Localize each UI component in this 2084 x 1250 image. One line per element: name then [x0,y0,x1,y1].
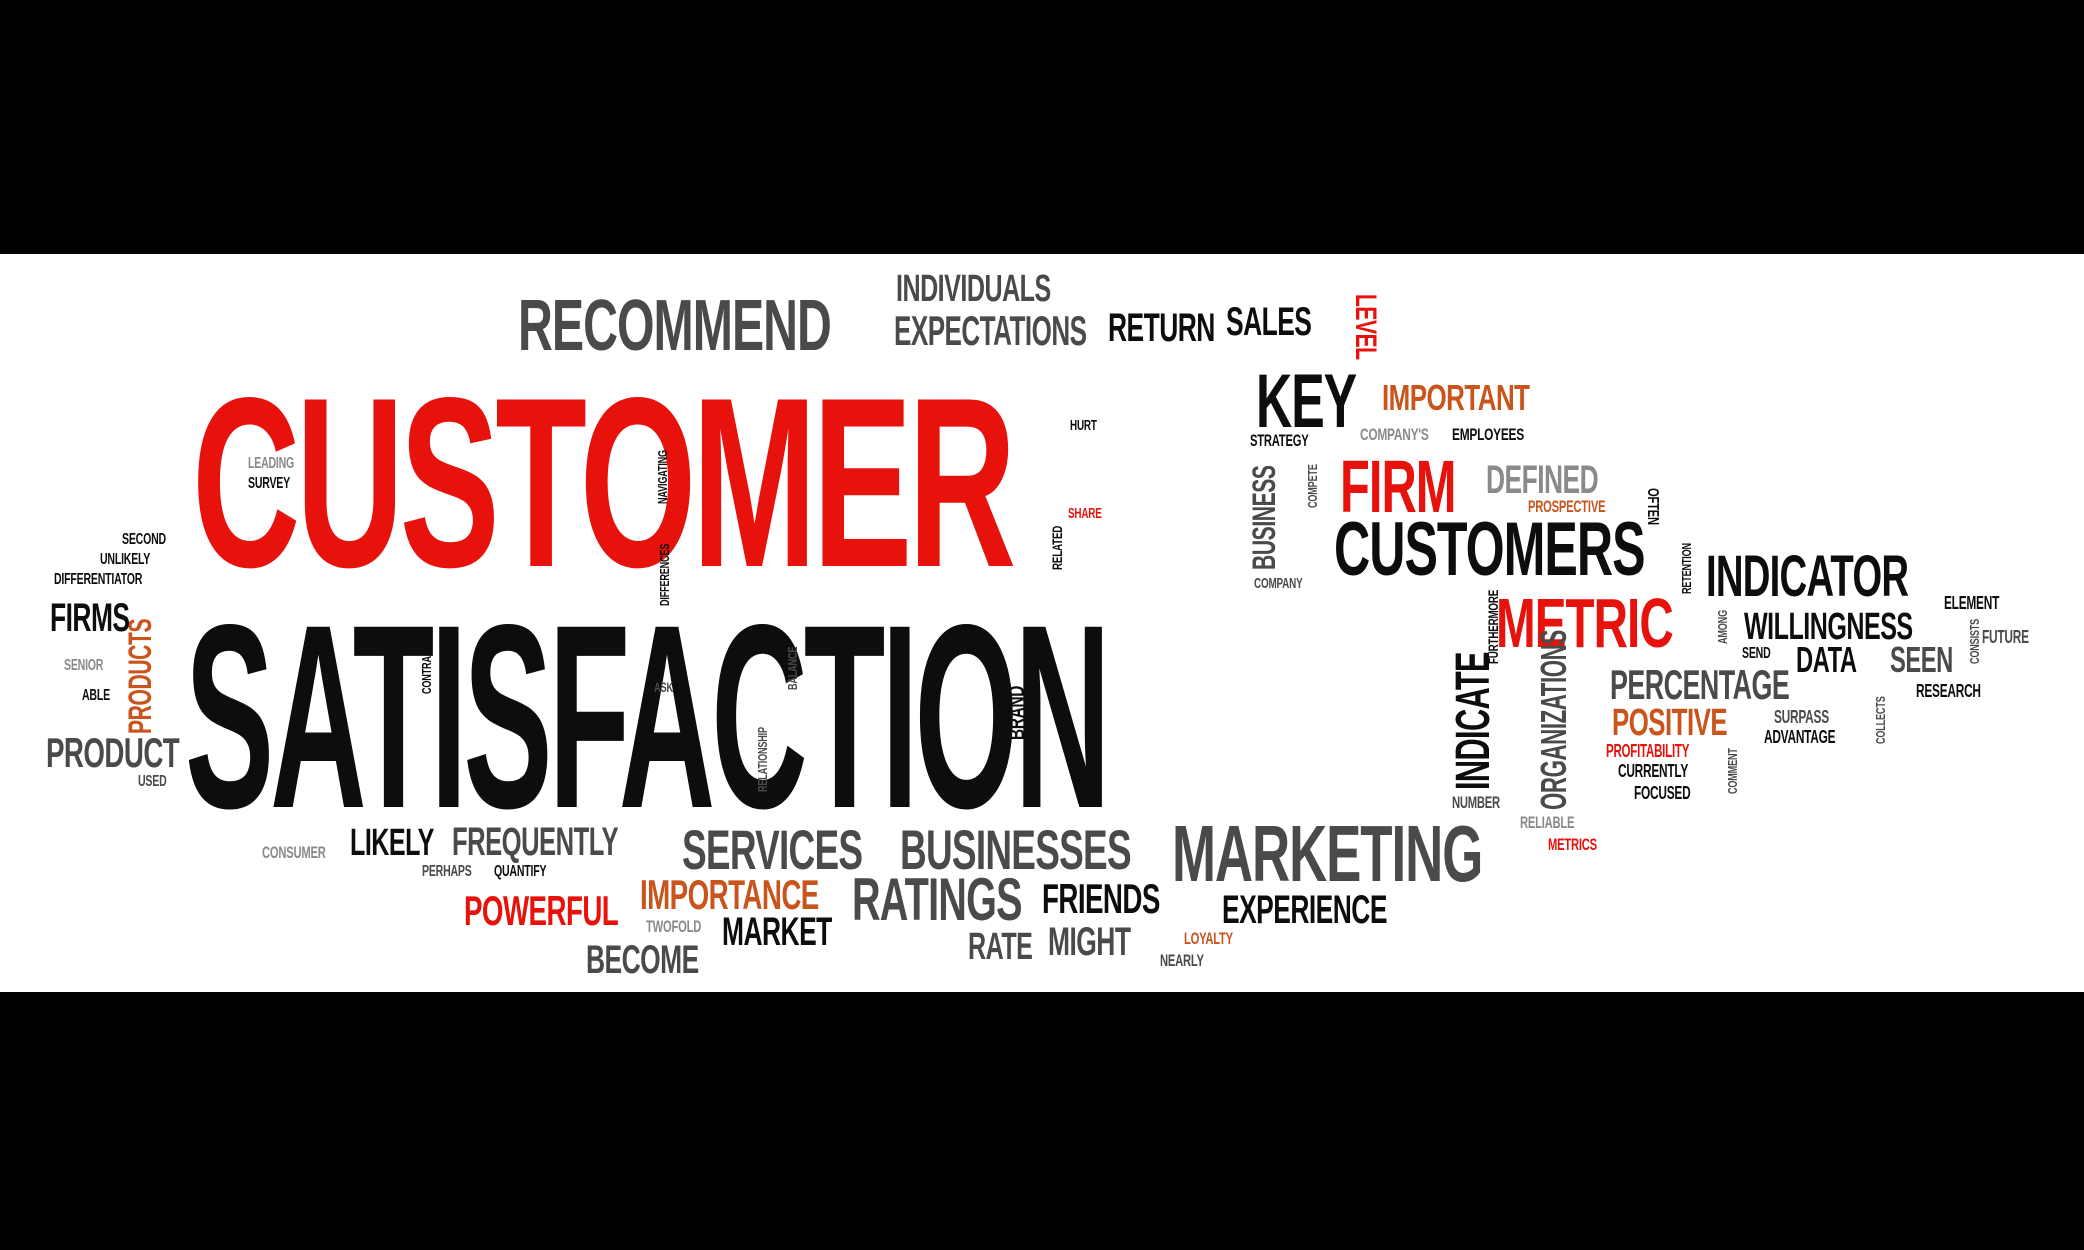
word-companys: COMPANY'S [1360,425,1429,444]
word-business: BUSINESS [1246,465,1282,570]
word-metric: METRIC [1496,584,1674,662]
word-hurt: HURT [1070,417,1097,434]
word-rate: RATE [968,926,1033,968]
word-differentiator: DIFFERENTIATOR [54,571,143,588]
word-sales: SALES [1226,300,1312,344]
word-return: RETURN [1108,306,1215,350]
word-furthermore: FURTHERMORE [1485,589,1501,664]
word-strategy: STRATEGY [1250,431,1309,450]
word-navigating: NAVIGATING [655,450,670,504]
word-consumer: CONSUMER [262,843,326,862]
word-key: KEY [1256,359,1357,444]
word-firm: FIRM [1340,445,1456,528]
word-satisfaction: SATISFACTION [185,570,1111,863]
word-organizations: ORGANIZATIONS [1533,630,1574,810]
word-loyalty: LOYALTY [1184,929,1233,948]
word-frequently: FREQUENTLY [452,820,619,864]
word-employees: EMPLOYEES [1452,425,1524,444]
word-individuals: INDIVIDUALS [896,268,1051,310]
word-might: MIGHT [1048,920,1131,964]
word-quantify: QUANTIFY [494,863,547,880]
word-able: ABLE [82,687,110,704]
word-powerful: POWERFUL [464,887,619,934]
word-cloud: CUSTOMER SATISFACTION RECOMMEND INDIVIDU… [0,254,2084,992]
word-willingness: WILLINGNESS [1744,606,1913,648]
word-become: BECOME [586,938,699,982]
word-survey: SURVEY [248,475,290,492]
word-customer: CUSTOMER [192,348,1016,618]
word-product: PRODUCT [46,729,180,776]
word-friends: FRIENDS [1042,875,1160,922]
word-unlikely: UNLIKELY [100,551,151,568]
word-surpass: SURPASS [1774,707,1829,727]
word-data: DATA [1796,639,1857,680]
word-twofold: TWOFOLD [646,917,702,936]
word-collects: COLLECTS [1873,696,1888,744]
word-likely: LIKELY [350,822,434,864]
word-metrics: METRICS [1548,835,1597,854]
word-experience: EXPERIENCE [1222,888,1387,932]
word-brand: BRAND [1004,685,1029,740]
word-share: SHARE [1068,505,1102,522]
word-percentage: PERCENTAGE [1610,661,1790,708]
word-nearly: NEARLY [1160,951,1204,970]
word-expectations: EXPECTATIONS [894,307,1087,354]
word-marketing: MARKETING [1172,809,1483,898]
word-number: NUMBER [1452,793,1500,812]
word-indicate: INDICATE [1447,652,1500,790]
word-reliable: RELIABLE [1520,813,1575,832]
word-send: SEND [1742,645,1771,662]
word-businesses: BUSINESSES [900,818,1132,881]
word-focused: FOCUSED [1634,783,1691,803]
word-often: OFTEN [1644,488,1661,525]
word-second: SECOND [122,531,166,548]
word-market: MARKET [722,910,832,954]
word-indicator: INDICATOR [1706,544,1909,609]
word-used: USED [138,773,167,790]
word-compete: COMPETE [1305,464,1320,508]
word-prospective: PROSPECTIVE [1528,497,1606,516]
word-level: LEVEL [1349,294,1382,360]
word-element: ELEMENT [1944,593,2000,613]
word-seen: SEEN [1890,639,1953,680]
word-defined: DEFINED [1486,458,1599,502]
word-consists: CONSISTS [1967,618,1982,664]
word-leading: LEADING [248,455,295,472]
word-ratings: RATINGS [852,866,1023,933]
word-relationship: RELATIONSHIP [755,727,770,792]
word-among: AMONG [1715,610,1730,644]
word-recommend: RECOMMEND [518,286,832,366]
word-future: FUTURE [1982,627,2029,647]
word-comment: COMMENT [1725,748,1740,794]
word-importance: IMPORTANCE [640,871,819,918]
word-advantage: ADVANTAGE [1764,727,1836,747]
word-related: RELATED [1049,525,1065,570]
word-ask: ASK [654,679,673,695]
word-balance: BALANCE [785,646,800,690]
word-important: IMPORTANT [1382,377,1530,418]
word-differences: DIFFERENCES [657,543,672,606]
word-currently: CURRENTLY [1618,761,1689,781]
word-customers: CUSTOMERS [1334,507,1646,592]
word-company: COMPANY [1254,575,1303,592]
word-firms: FIRMS [50,596,130,640]
word-research: RESEARCH [1916,681,1981,701]
word-perhaps: PERHAPS [422,863,472,880]
word-contract: CONTRACT [419,644,434,694]
word-profitability: PROFITABILITY [1606,741,1690,761]
word-services: SERVICES [682,818,863,881]
word-senior: SENIOR [64,657,104,674]
word-retention: RETENTION [1679,543,1694,594]
word-positive: POSITIVE [1612,702,1728,744]
